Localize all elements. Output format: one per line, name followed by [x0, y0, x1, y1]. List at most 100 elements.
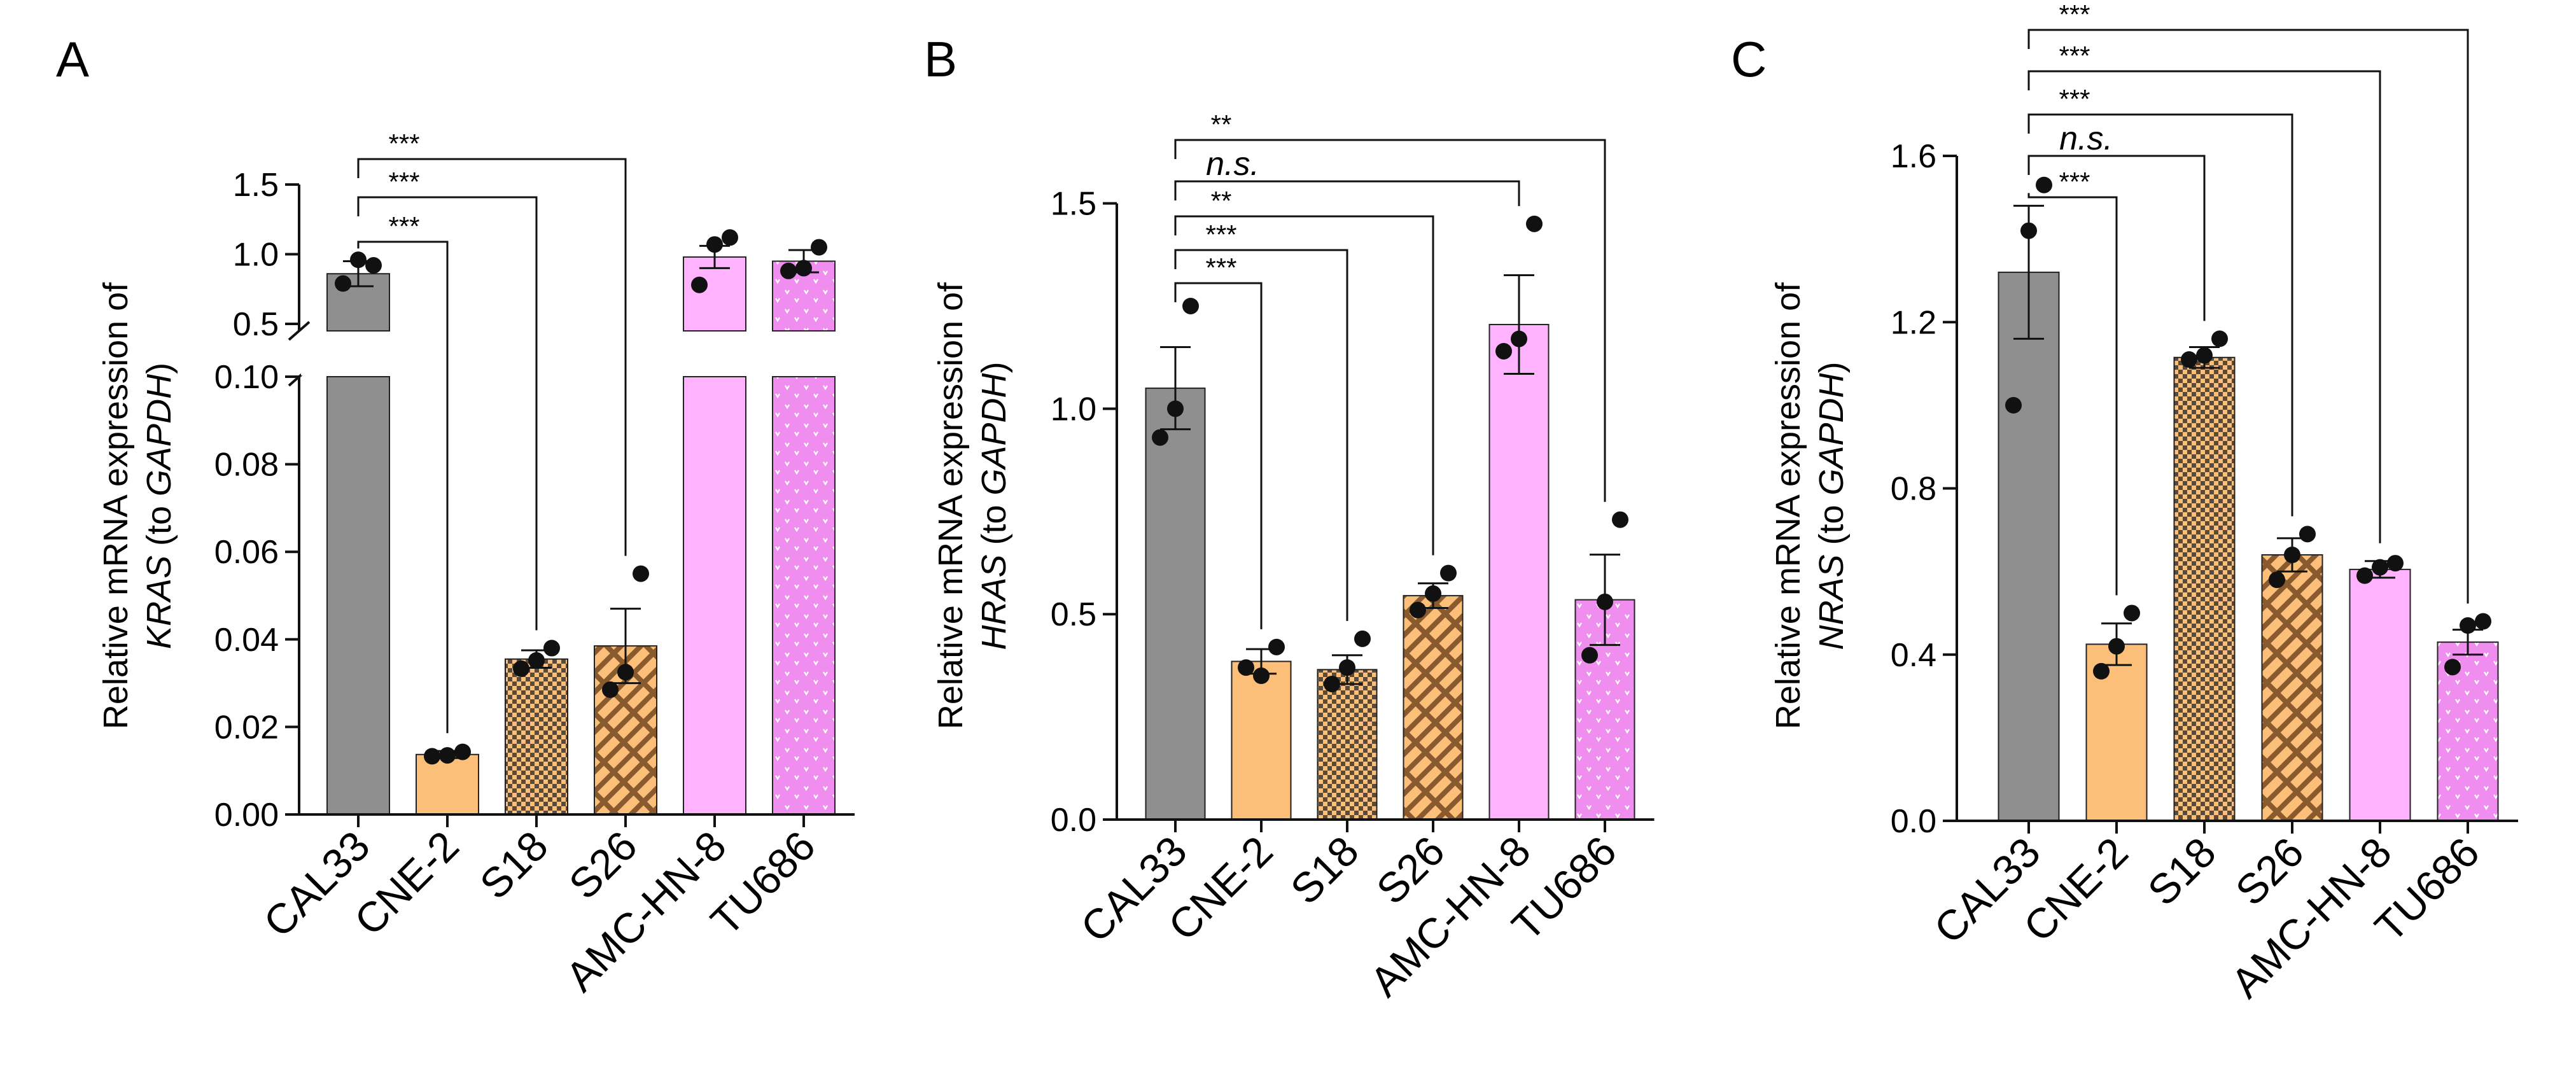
- axis-break-mark: [288, 321, 311, 341]
- significance-label: **: [1211, 186, 1232, 216]
- data-point: [1597, 593, 1613, 610]
- y-axis-label-gene: NRAS: [1812, 555, 1851, 650]
- data-point: [633, 565, 649, 582]
- data-point: [1324, 675, 1340, 692]
- y-tick-label: 0.0: [1891, 803, 1936, 840]
- panel-letter: B: [924, 31, 957, 87]
- data-point: [1182, 297, 1199, 314]
- y-axis-label-gene: HRAS: [975, 555, 1013, 650]
- data-point: [1238, 659, 1254, 676]
- y-tick-label: 1.2: [1891, 304, 1936, 341]
- data-point: [2108, 638, 2125, 655]
- bar: [1998, 271, 2060, 821]
- significance-label: ***: [1205, 220, 1236, 249]
- data-point: [1581, 646, 1598, 664]
- y-axis-label-line1: Relative mRNA expression of: [932, 282, 970, 729]
- y-tick-label: 1.5: [1051, 186, 1096, 223]
- data-point: [811, 239, 827, 256]
- bar: [1488, 324, 1550, 821]
- data-point: [2036, 176, 2052, 193]
- significance-bracket: [357, 241, 449, 734]
- y-tick-label: 0.00: [214, 797, 279, 834]
- significance-label: ***: [388, 211, 419, 241]
- data-point: [1425, 585, 1441, 602]
- y-tick-label: 1.5: [233, 167, 279, 204]
- data-point: [691, 276, 708, 293]
- data-point: [722, 229, 738, 246]
- y-tick-label: 0.8: [1891, 471, 1936, 508]
- bar: [1403, 595, 1464, 821]
- bar: [2261, 554, 2323, 821]
- y-axis-label-ref: GAPDH: [975, 372, 1013, 495]
- significance-bracket: [2027, 70, 2381, 543]
- data-point: [2284, 547, 2300, 563]
- y-axis-label-gene: KRAS: [140, 555, 178, 649]
- data-point: [335, 275, 351, 292]
- y-tick-label: 0.5: [233, 306, 279, 343]
- y-tick-label: 0.5: [1051, 596, 1096, 633]
- data-point: [1440, 564, 1457, 582]
- y-axis-label: Relative mRNA expression of HRAS (to GAPD…: [932, 282, 1013, 729]
- bar-lower: [326, 376, 390, 815]
- significance-label: n.s.: [2059, 120, 2113, 157]
- significance-bracket: [2027, 29, 2469, 604]
- significance-bracket: [1174, 249, 1348, 621]
- data-point: [1511, 330, 1527, 347]
- data-point: [2124, 604, 2140, 622]
- significance-label: ***: [2059, 167, 2090, 197]
- data-point: [2196, 347, 2213, 364]
- data-point: [1526, 215, 1543, 232]
- significance-label: ***: [2059, 0, 2090, 29]
- y-tick-label: 1.6: [1891, 138, 1936, 175]
- significance-label: ***: [388, 129, 419, 158]
- y-axis-label-post: ): [975, 361, 1013, 373]
- significance-bracket: [2027, 193, 2118, 596]
- bar: [1317, 669, 1378, 821]
- data-point: [1253, 667, 1270, 685]
- data-point: [2269, 571, 2285, 589]
- bar: [2173, 356, 2236, 821]
- y-tick-label: 0.0: [1051, 802, 1096, 839]
- y-tick-label: 0.02: [214, 709, 279, 746]
- data-point: [1410, 601, 1426, 618]
- significance-bracket: [1174, 139, 1606, 502]
- data-point: [2387, 555, 2404, 572]
- data-point: [1495, 342, 1512, 360]
- data-point: [1167, 400, 1184, 417]
- significance-bracket: [1174, 282, 1263, 629]
- y-tick-label: 1.0: [1051, 391, 1096, 428]
- data-point: [2356, 567, 2373, 584]
- data-point: [2093, 662, 2110, 680]
- bar: [505, 658, 568, 816]
- bar: [1231, 660, 1292, 820]
- y-axis-label-mid: (to: [140, 496, 178, 555]
- y-axis-label-ref: GAPDH: [140, 374, 178, 496]
- panel-letter: C: [1731, 31, 1767, 87]
- y-axis-label-ref: GAPDH: [1812, 372, 1851, 495]
- y-axis-label: Relative mRNA expression of NRAS (to GAPD…: [1769, 282, 1851, 729]
- data-point: [2460, 617, 2476, 634]
- significance-bracket: [1174, 180, 1520, 206]
- data-point: [454, 743, 471, 760]
- significance-label: **: [1211, 109, 1232, 139]
- axis-break-gap: [301, 332, 861, 375]
- bar: [2349, 568, 2411, 821]
- significance-label: ***: [2059, 84, 2090, 114]
- y-axis-label-mid: (to: [1812, 495, 1851, 554]
- y-axis-label-line1: Relative mRNA expression of: [97, 282, 135, 729]
- bar-lower: [772, 376, 836, 815]
- data-point: [2475, 613, 2491, 630]
- significance-label: n.s.: [1206, 146, 1259, 183]
- x-tick-label: CAL33: [255, 822, 379, 946]
- data-point: [424, 748, 440, 765]
- x-tick-label: S18: [2139, 828, 2225, 914]
- y-tick-label: 0.10: [214, 359, 279, 396]
- data-point: [2005, 396, 2022, 414]
- bar-upper: [683, 256, 746, 332]
- bar: [416, 753, 479, 816]
- data-point: [1354, 630, 1371, 647]
- data-point: [1152, 429, 1168, 446]
